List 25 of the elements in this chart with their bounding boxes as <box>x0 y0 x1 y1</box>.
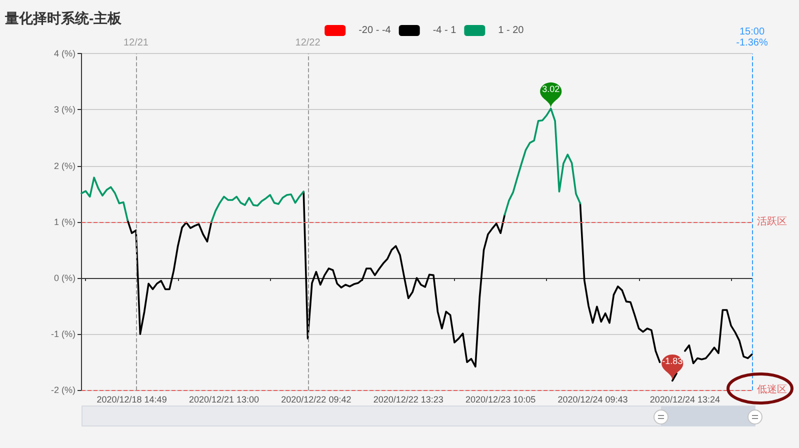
x-tick-label: 2020/12/23 10:05 <box>466 394 536 405</box>
text: 12/21 <box>123 38 149 49</box>
x-tick-label: 2020/12/22 13:23 <box>373 394 444 405</box>
y-tick-label: 4 (%) <box>54 48 76 59</box>
legend-label: -4 - 1 <box>432 25 457 36</box>
x-tick-label: 2020/12/21 13:00 <box>188 394 260 405</box>
ref-line-label: 活跃区 <box>757 215 787 228</box>
x-tick-label: 2020/12/24 13:24 <box>650 394 720 405</box>
y-tick-label: 2 (%) <box>54 160 76 171</box>
y-tick-label: 3 (%) <box>54 104 76 115</box>
annotation: -1.83 <box>662 356 683 366</box>
x-tick-label: 2020/12/24 09:43 <box>558 394 628 405</box>
chart-title: 量化择时系统-主板 <box>4 10 123 26</box>
x-tick-label: 2020/12/18 14:49 <box>96 394 167 405</box>
x-tick-label: 2020/12/22 09:42 <box>281 394 352 405</box>
y-tick-label: 0 (%) <box>54 273 76 283</box>
legend-label: -20 - -4 <box>358 25 392 36</box>
y-tick-label: -1 (%) <box>51 329 76 340</box>
legend-label: 1 - 20 <box>498 25 524 36</box>
y-tick-label: -2 (%) <box>51 385 76 396</box>
text: 12/22 <box>295 38 321 49</box>
text: 15:00 -1.36% <box>736 26 768 49</box>
ref-line-label: 低迷区 <box>757 384 787 396</box>
annotation: 3.02 <box>542 84 560 94</box>
y-tick-label: 1 (%) <box>54 216 76 227</box>
